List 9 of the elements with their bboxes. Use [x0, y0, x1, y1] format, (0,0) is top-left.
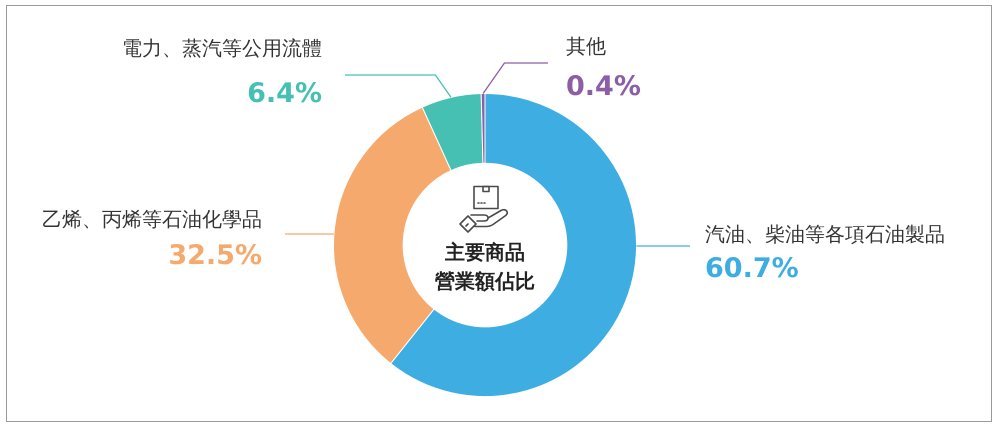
data-label: 32.5% — [168, 240, 262, 272]
data-label: 6.4% — [247, 78, 322, 110]
text: 主要商品營業額佔比 — [435, 240, 535, 294]
slice-label: 汽油、柴油等各項石油製品 — [705, 222, 945, 246]
data-label: 0.4% — [566, 71, 641, 102]
slice-label: 乙烯、丙烯等石油化學品 — [42, 207, 262, 232]
data-label: 60.7% — [705, 253, 799, 284]
slice-label: 電力、蒸汽等公用流體 — [122, 36, 322, 60]
slice-label: 其他 — [566, 34, 606, 58]
